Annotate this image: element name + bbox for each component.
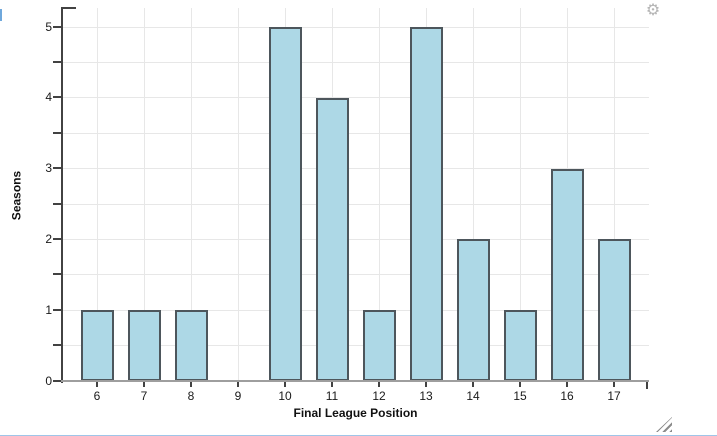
x-tick-label: 13 xyxy=(419,389,433,403)
vertical-gridline xyxy=(520,8,521,381)
bar-position-16[interactable] xyxy=(550,169,584,381)
y-axis-tick xyxy=(53,167,61,169)
y-axis-tick xyxy=(53,26,61,28)
left-edge-highlight xyxy=(0,9,2,21)
horizontal-gridline xyxy=(62,133,649,134)
y-axis-title: Seasons xyxy=(9,170,24,221)
vertical-gridline xyxy=(97,8,98,381)
horizontal-gridline xyxy=(62,345,649,346)
y-axis-tick xyxy=(53,344,61,346)
bar-position-12[interactable] xyxy=(362,310,396,381)
y-axis-line xyxy=(61,8,63,383)
y-axis-tick xyxy=(53,380,61,382)
horizontal-gridline xyxy=(62,168,649,169)
bar-position-11[interactable] xyxy=(315,98,349,381)
y-axis-tick xyxy=(53,273,61,275)
x-axis-tick xyxy=(613,382,615,387)
y-tick-label: 2 xyxy=(45,232,52,246)
horizontal-gridline xyxy=(62,239,649,240)
bar-position-6[interactable] xyxy=(80,310,114,381)
bar-position-17[interactable] xyxy=(597,239,631,381)
x-axis-tick xyxy=(237,382,239,387)
horizontal-gridline xyxy=(62,274,649,275)
x-axis-line xyxy=(61,380,649,382)
x-tick-label: 9 xyxy=(234,389,242,403)
y-tick-label: 5 xyxy=(45,20,52,34)
x-axis-tick xyxy=(284,382,286,387)
x-axis-tick xyxy=(425,382,427,387)
y-axis-tick xyxy=(53,309,61,311)
y-axis-top-cap xyxy=(61,7,76,9)
y-tick-label: 3 xyxy=(45,161,52,175)
horizontal-gridline xyxy=(62,310,649,311)
x-axis-end-tick xyxy=(646,382,648,389)
x-axis-tick xyxy=(519,382,521,387)
bar-position-10[interactable] xyxy=(268,27,302,381)
x-axis-tick xyxy=(143,382,145,387)
x-tick-label: 17 xyxy=(607,389,621,403)
x-axis-tick xyxy=(190,382,192,387)
bar-position-15[interactable] xyxy=(503,310,537,381)
bar-position-7[interactable] xyxy=(127,310,161,381)
vertical-gridline xyxy=(238,8,239,381)
horizontal-gridline xyxy=(62,62,649,63)
y-tick-label: 0 xyxy=(45,374,52,388)
x-tick-label: 16 xyxy=(560,389,574,403)
y-axis-tick xyxy=(53,61,61,63)
y-tick-label: 4 xyxy=(45,90,52,104)
y-axis-tick xyxy=(53,132,61,134)
x-axis-tick xyxy=(331,382,333,387)
vertical-gridline xyxy=(614,8,615,381)
x-tick-label: 15 xyxy=(513,389,527,403)
vertical-gridline xyxy=(191,8,192,381)
bar-position-14[interactable] xyxy=(456,239,490,381)
x-axis-tick xyxy=(472,382,474,387)
x-tick-label: 8 xyxy=(187,389,195,403)
bar-position-13[interactable] xyxy=(409,27,443,381)
y-axis-tick xyxy=(53,96,61,98)
horizontal-gridline xyxy=(62,27,649,28)
y-axis-tick xyxy=(53,203,61,205)
x-axis-title: Final League Position xyxy=(293,406,418,420)
vertical-gridline xyxy=(473,8,474,381)
x-axis-tick xyxy=(96,382,98,387)
x-tick-label: 11 xyxy=(325,389,339,403)
vertical-gridline xyxy=(144,8,145,381)
x-tick-label: 10 xyxy=(278,389,292,403)
x-tick-label: 12 xyxy=(372,389,386,403)
x-axis-tick xyxy=(566,382,568,387)
resize-grip-icon[interactable] xyxy=(656,417,672,432)
bar-position-8[interactable] xyxy=(174,310,208,381)
x-tick-label: 6 xyxy=(93,389,101,403)
y-axis-tick xyxy=(53,238,61,240)
x-axis-tick xyxy=(378,382,380,387)
x-tick-label: 14 xyxy=(466,389,480,403)
y-tick-label: 1 xyxy=(45,303,52,317)
horizontal-gridline xyxy=(62,204,649,205)
vertical-gridline xyxy=(379,8,380,381)
settings-gear-icon[interactable]: ⚙ xyxy=(645,2,661,19)
horizontal-gridline xyxy=(62,97,649,98)
x-tick-label: 7 xyxy=(140,389,148,403)
